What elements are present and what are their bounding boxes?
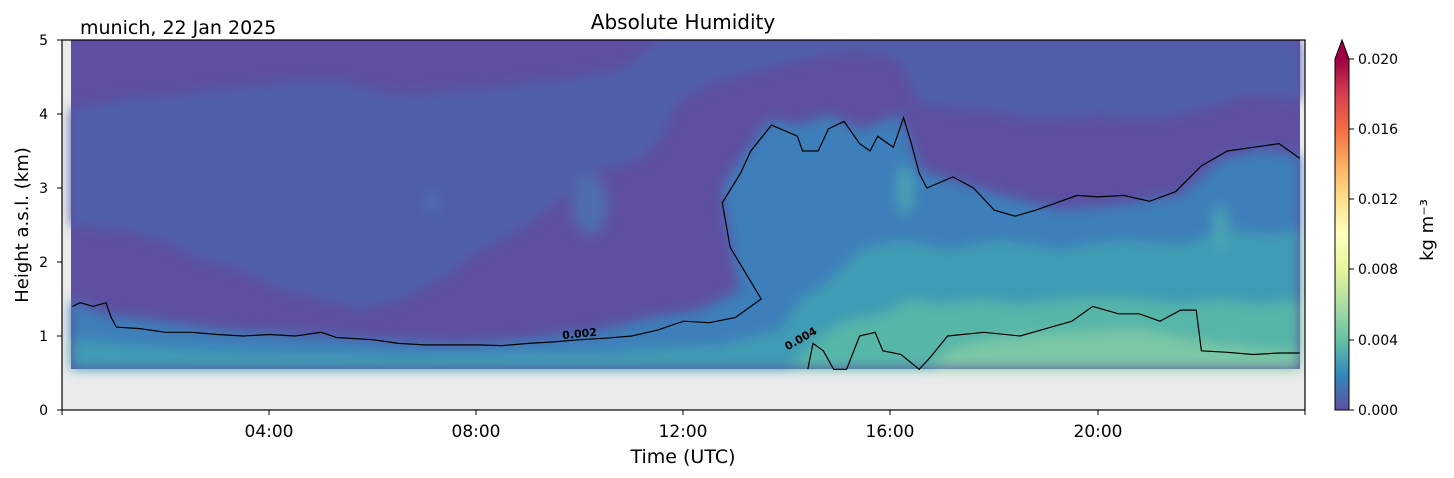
y-axis: 0 1 2 3 4 5 Height a.s.l. (km) xyxy=(12,33,62,419)
contour-line-0-004 xyxy=(807,305,1300,371)
y-tick-label: 4 xyxy=(39,107,48,123)
cbar-tick-label: 0.008 xyxy=(1358,262,1398,278)
band-0-005 xyxy=(930,330,1300,369)
cbar-tick-label: 0.016 xyxy=(1358,122,1398,138)
chart-subtitle: munich, 22 Jan 2025 xyxy=(80,17,276,39)
cbar-tick-label: 0.012 xyxy=(1358,192,1398,208)
chart-title: Absolute Humidity xyxy=(591,10,776,34)
contour-line-0-002 xyxy=(72,115,1301,347)
contour-label-0-002: 0.002 xyxy=(562,326,598,343)
x-tick-label: 08:00 xyxy=(452,422,501,442)
patch-b xyxy=(426,193,438,213)
band-0-001 xyxy=(71,40,1300,310)
y-tick-label: 0 xyxy=(39,403,48,419)
x-axis-label: Time (UTC) xyxy=(629,446,735,468)
x-tick-label: 12:00 xyxy=(659,422,708,442)
patch-c xyxy=(897,165,913,215)
patch-a xyxy=(572,175,608,235)
cbar-tick-label: 0.020 xyxy=(1358,52,1398,68)
cbar-tick-label: 0.000 xyxy=(1358,403,1398,419)
y-tick-label: 5 xyxy=(39,33,48,49)
colorbar-gradient xyxy=(1335,59,1349,410)
colorbar-extend-arrow xyxy=(1335,40,1349,59)
patch-d xyxy=(1212,205,1228,255)
colorbar-frame xyxy=(1334,38,1350,411)
y-tick-label: 2 xyxy=(39,255,48,271)
y-tick-label: 3 xyxy=(39,181,48,197)
cbar-tick-label: 0.004 xyxy=(1358,333,1398,349)
x-tick-label: 16:00 xyxy=(866,422,915,442)
x-tick-label: 20:00 xyxy=(1074,422,1123,442)
y-axis-label: Height a.s.l. (km) xyxy=(12,147,33,303)
x-tick-label: 04:00 xyxy=(245,422,294,442)
x-axis: 04:00 08:00 12:00 16:00 20:00 Time (UTC) xyxy=(61,410,1306,468)
colorbar: 0.000 0.004 0.008 0.012 0.016 0.020 kg m… xyxy=(1334,38,1438,419)
humidity-field: 0.002 0.004 xyxy=(71,40,1301,371)
colorbar-label: kg m⁻³ xyxy=(1417,199,1438,261)
y-tick-label: 1 xyxy=(39,329,48,345)
